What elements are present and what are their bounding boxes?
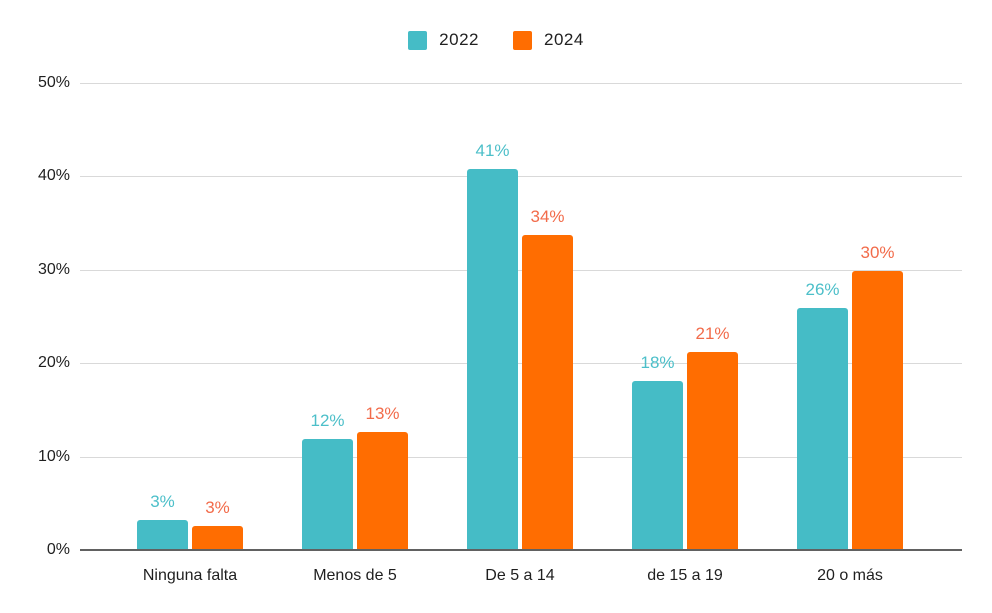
gridline bbox=[80, 269, 962, 271]
bar-2022 bbox=[797, 308, 848, 550]
bar-value-label: 3% bbox=[150, 492, 175, 512]
legend-color-swatch bbox=[513, 30, 532, 50]
y-axis-tick-label: 20% bbox=[37, 354, 70, 372]
bar-2022 bbox=[302, 438, 353, 550]
y-axis-tick-label: 30% bbox=[37, 260, 70, 278]
gridline bbox=[80, 83, 962, 84]
bar-value-label: 30% bbox=[860, 242, 895, 262]
y-axis-tick-label: 40% bbox=[37, 167, 70, 185]
bar-2024 bbox=[357, 432, 408, 550]
legend-item-2022: 2022 bbox=[408, 30, 479, 50]
gridline bbox=[80, 456, 962, 458]
x-axis-line bbox=[80, 549, 962, 551]
x-axis-category-label: De 5 a 14 bbox=[485, 567, 555, 584]
bar-value-label: 34% bbox=[530, 207, 565, 227]
bar-value-label: 12% bbox=[310, 410, 345, 430]
legend-label: 2024 bbox=[544, 30, 584, 49]
bar-value-label: 41% bbox=[475, 140, 510, 160]
x-axis-category-label: 20 o más bbox=[817, 567, 883, 584]
y-axis-tick-label: 10% bbox=[37, 447, 70, 465]
bar-value-label: 26% bbox=[805, 280, 840, 300]
x-axis-category-label: Menos de 5 bbox=[313, 567, 397, 584]
bar-2024 bbox=[852, 270, 903, 550]
bar-value-label: 21% bbox=[695, 324, 730, 343]
bar-2024 bbox=[522, 235, 573, 550]
gridline bbox=[80, 363, 962, 365]
bar-2022 bbox=[467, 168, 518, 550]
legend-item-2024: 2024 bbox=[513, 30, 584, 50]
y-axis-tick-label: 0% bbox=[46, 541, 70, 558]
legend-label: 2022 bbox=[439, 30, 479, 49]
bar-2022 bbox=[632, 380, 683, 550]
bar-2022 bbox=[137, 520, 188, 550]
bar-2024 bbox=[192, 525, 243, 550]
bar-value-label: 13% bbox=[365, 404, 400, 424]
y-axis-tick-label: 50% bbox=[37, 74, 70, 91]
bar-value-label: 18% bbox=[640, 352, 675, 372]
legend-color-swatch bbox=[408, 30, 428, 50]
chart-legend: 2022 2024 bbox=[0, 30, 992, 50]
bar-2024 bbox=[687, 352, 738, 550]
gridline bbox=[80, 176, 962, 178]
bar-value-label: 3% bbox=[205, 497, 230, 517]
x-axis-category-label: de 15 a 19 bbox=[647, 567, 723, 584]
x-axis-category-label: Ninguna falta bbox=[142, 567, 238, 584]
